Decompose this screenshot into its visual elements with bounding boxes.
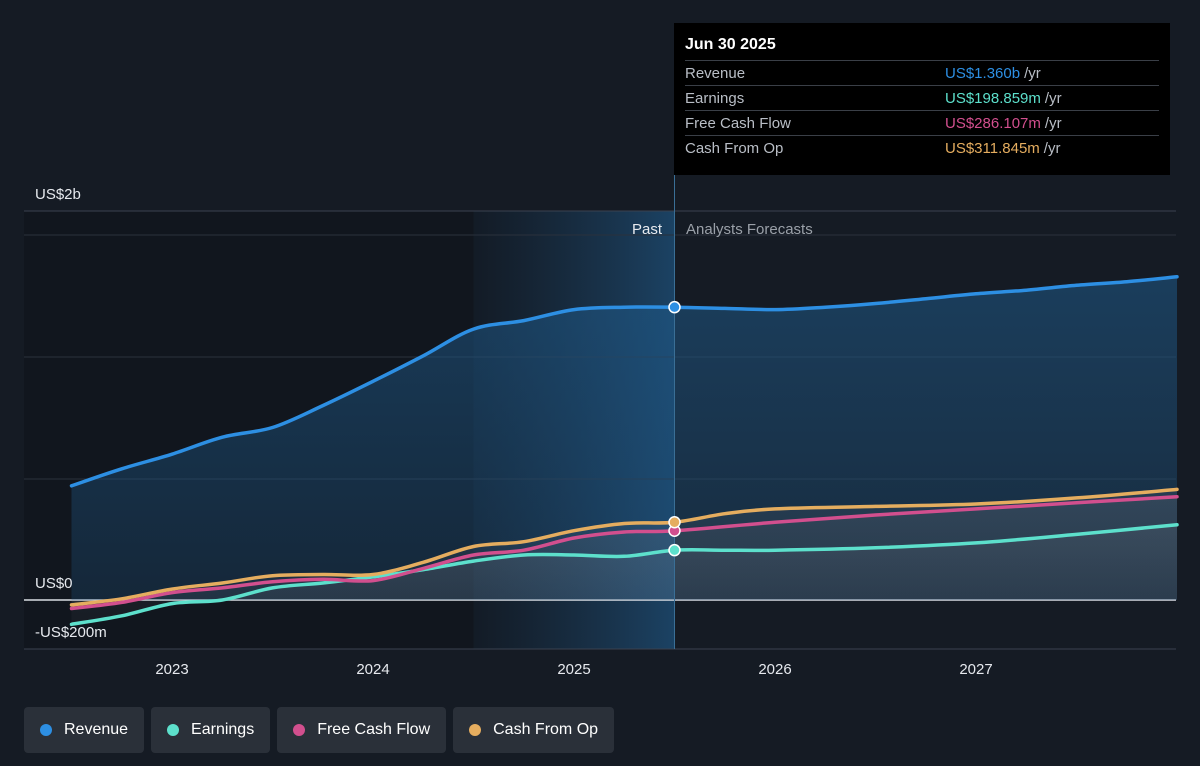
x-tick-label: 2025 [557, 661, 590, 678]
line-free-cash-flow [69, 494, 1179, 611]
series-lines [69, 275, 1179, 627]
tooltip-row-free-cash-flow: Free Cash Flow US$286.107m /yr [685, 110, 1159, 135]
legend-dot-icon [469, 724, 482, 736]
tooltip-value: US$1.360b [945, 64, 1021, 82]
marker-revenue [668, 300, 681, 314]
tooltip-row-cash-from-op: Cash From Op US$311.845m /yr [685, 135, 1159, 160]
tooltip-row-revenue: Revenue US$1.360b /yr [685, 60, 1159, 85]
legend-dot-icon [293, 724, 306, 736]
tooltip: Jun 30 2025 Revenue US$1.360b /yr Earnin… [674, 23, 1170, 175]
x-tick-label: 2026 [758, 661, 791, 678]
chart-area: US$2b US$0 -US$200m Past Analysts Foreca… [24, 175, 1179, 678]
line-revenue [69, 275, 1179, 488]
legend-label: Free Cash Flow [317, 721, 431, 738]
tooltip-value: US$286.107m [945, 114, 1041, 132]
line-earnings [69, 522, 1179, 627]
x-axis-ticks: 2023 2024 2025 2026 2027 [155, 661, 992, 678]
legend-dot-icon [167, 724, 180, 736]
tooltip-label: Free Cash Flow [685, 114, 791, 132]
legend-label: Earnings [191, 721, 255, 738]
series-areas [71, 276, 1177, 625]
y-axis-label-zero: US$0 [35, 575, 73, 592]
legend-item-free-cash-flow[interactable]: Free Cash Flow [277, 707, 447, 753]
legend-item-cash-from-op[interactable]: Cash From Op [453, 707, 615, 753]
line-cash-from-op [69, 487, 1179, 607]
tooltip-label: Revenue [685, 64, 746, 82]
legend-item-earnings[interactable]: Earnings [151, 707, 271, 753]
legend: Revenue Earnings Free Cash Flow Cash Fro… [24, 707, 615, 753]
tooltip-date: Jun 30 2025 [685, 36, 776, 53]
tooltip-value: US$198.859m [945, 89, 1041, 107]
marker-earnings [668, 543, 681, 557]
legend-dot-icon [40, 724, 52, 736]
y-axis-label-negative: -US$200m [35, 624, 107, 641]
tooltip-unit: /yr [1043, 139, 1061, 157]
marker-cash-from-op [668, 515, 681, 529]
tooltip-unit: /yr [1024, 64, 1041, 82]
legend-label: Cash From Op [493, 721, 599, 738]
tooltip-row-earnings: Earnings US$198.859m /yr [685, 85, 1159, 110]
forecast-label: Analysts Forecasts [686, 221, 813, 238]
tooltip-label: Earnings [685, 89, 745, 107]
highlight-markers [668, 300, 681, 557]
legend-item-revenue[interactable]: Revenue [24, 707, 145, 753]
tooltip-label: Cash From Op [685, 139, 784, 157]
tooltip-unit: /yr [1044, 114, 1062, 132]
x-tick-label: 2024 [356, 661, 389, 678]
legend-label: Revenue [64, 721, 129, 738]
x-tick-label: 2023 [155, 661, 188, 678]
tooltip-value: US$311.845m [945, 139, 1040, 157]
x-tick-label: 2027 [959, 661, 992, 678]
tooltip-unit: /yr [1044, 89, 1062, 107]
past-label: Past [632, 221, 663, 238]
y-axis-label-top: US$2b [35, 186, 81, 203]
